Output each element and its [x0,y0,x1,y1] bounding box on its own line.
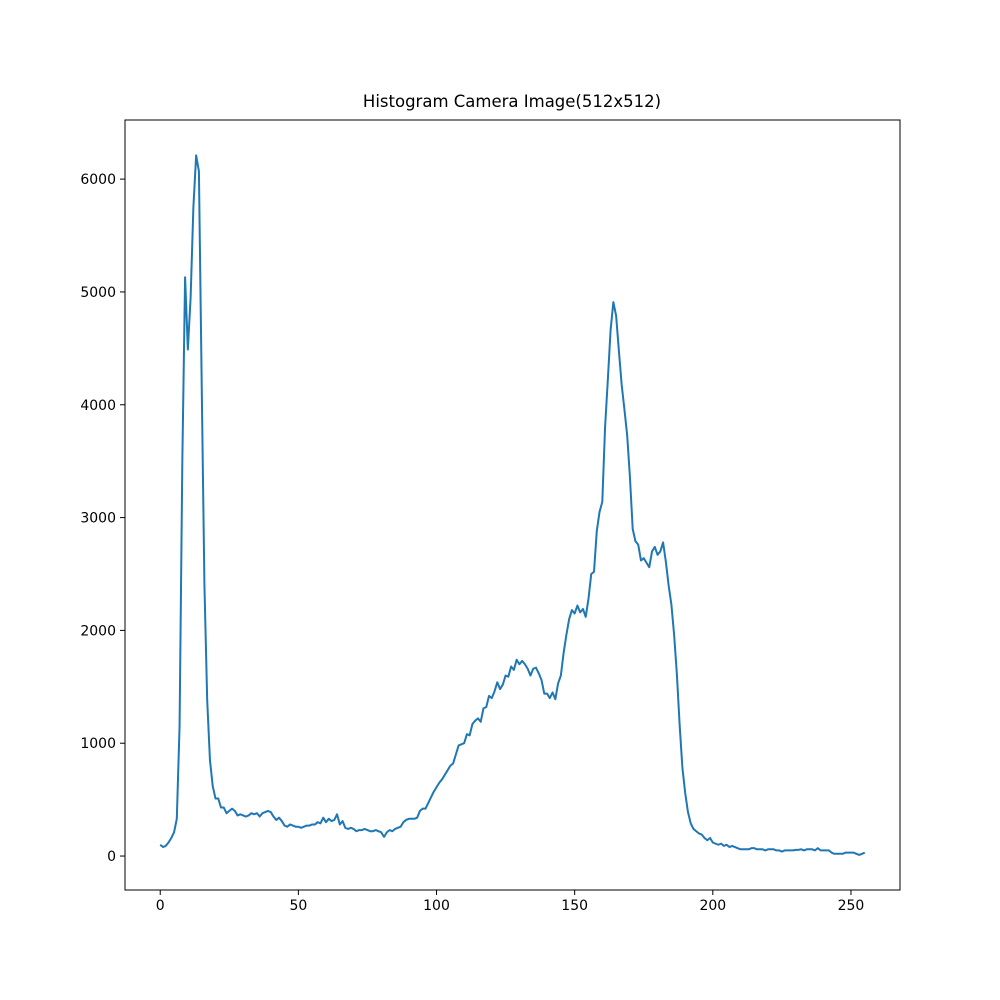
plot-frame [124,119,901,891]
y-tick-label: 0 [107,849,116,865]
x-tick-label: 250 [838,898,865,914]
x-tick-label: 150 [561,898,588,914]
line-series [159,154,866,856]
y-tick-label: 4000 [80,398,116,414]
x-tick-label: 50 [289,898,307,914]
x-tick-label: 0 [156,898,165,914]
chart-title: Histogram Camera Image(512x512) [363,92,661,111]
y-tick-label: 6000 [80,172,116,188]
y-tick-label: 5000 [80,285,116,301]
x-tick-label: 200 [699,898,726,914]
y-tick-label: 1000 [80,736,116,752]
y-tick-label: 2000 [80,623,116,639]
x-tick-label: 100 [423,898,450,914]
y-tick-label: 3000 [80,511,116,527]
